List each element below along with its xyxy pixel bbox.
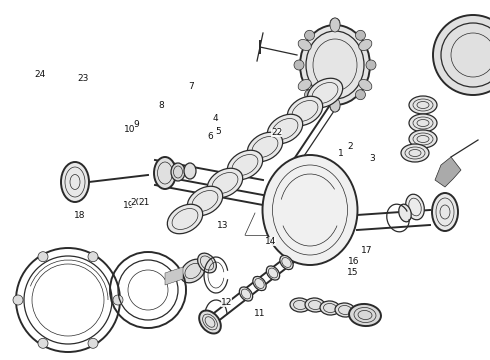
- Ellipse shape: [298, 80, 311, 91]
- Ellipse shape: [409, 130, 437, 148]
- Ellipse shape: [290, 298, 310, 312]
- Circle shape: [305, 30, 315, 40]
- Ellipse shape: [320, 301, 340, 315]
- Ellipse shape: [267, 266, 280, 280]
- Ellipse shape: [349, 304, 381, 326]
- Text: 18: 18: [74, 211, 85, 220]
- Ellipse shape: [305, 298, 325, 312]
- Ellipse shape: [227, 150, 263, 180]
- Ellipse shape: [307, 78, 343, 108]
- Text: 16: 16: [348, 256, 360, 266]
- Ellipse shape: [268, 114, 303, 144]
- Text: 20: 20: [130, 198, 142, 207]
- Text: 2: 2: [347, 142, 353, 151]
- Text: 14: 14: [265, 237, 276, 246]
- Ellipse shape: [401, 144, 429, 162]
- Circle shape: [38, 252, 48, 262]
- Ellipse shape: [199, 310, 221, 333]
- Circle shape: [88, 252, 98, 262]
- Ellipse shape: [61, 162, 89, 202]
- Ellipse shape: [330, 18, 340, 32]
- Ellipse shape: [409, 114, 437, 132]
- Circle shape: [294, 60, 304, 70]
- Ellipse shape: [287, 96, 323, 126]
- Ellipse shape: [406, 194, 424, 220]
- Ellipse shape: [253, 276, 266, 291]
- Circle shape: [433, 15, 490, 95]
- Text: 21: 21: [138, 198, 150, 207]
- Ellipse shape: [263, 155, 358, 265]
- Ellipse shape: [399, 204, 411, 222]
- Ellipse shape: [409, 96, 437, 114]
- Ellipse shape: [359, 80, 372, 91]
- Text: 12: 12: [220, 298, 232, 307]
- Ellipse shape: [247, 132, 283, 162]
- Text: 7: 7: [188, 82, 194, 91]
- Text: 4: 4: [213, 114, 219, 123]
- Text: 3: 3: [369, 154, 375, 163]
- Text: 15: 15: [347, 269, 359, 277]
- Circle shape: [366, 60, 376, 70]
- Circle shape: [330, 18, 340, 28]
- Text: 1: 1: [338, 148, 343, 158]
- Text: 24: 24: [35, 71, 46, 79]
- Circle shape: [113, 295, 123, 305]
- Text: 9: 9: [133, 120, 139, 129]
- Text: 19: 19: [122, 201, 134, 210]
- Ellipse shape: [300, 25, 370, 105]
- Text: 11: 11: [254, 309, 266, 318]
- Text: 23: 23: [77, 74, 89, 83]
- Ellipse shape: [154, 157, 176, 189]
- Text: 22: 22: [271, 128, 282, 137]
- Text: 10: 10: [123, 125, 135, 134]
- Circle shape: [13, 295, 23, 305]
- Ellipse shape: [239, 287, 253, 301]
- Circle shape: [355, 30, 366, 40]
- Text: 5: 5: [215, 127, 221, 136]
- Text: 8: 8: [159, 100, 165, 109]
- Ellipse shape: [197, 253, 217, 273]
- Ellipse shape: [335, 303, 355, 317]
- Circle shape: [38, 338, 48, 348]
- Circle shape: [88, 338, 98, 348]
- Polygon shape: [165, 267, 183, 285]
- Ellipse shape: [171, 163, 185, 181]
- Circle shape: [305, 90, 315, 100]
- Ellipse shape: [167, 204, 203, 234]
- Ellipse shape: [298, 40, 311, 50]
- Polygon shape: [435, 157, 461, 187]
- Circle shape: [330, 102, 340, 112]
- Ellipse shape: [359, 40, 372, 50]
- Text: 6: 6: [208, 132, 214, 140]
- Circle shape: [355, 90, 366, 100]
- Ellipse shape: [187, 186, 222, 216]
- Ellipse shape: [184, 163, 196, 179]
- Ellipse shape: [180, 259, 205, 283]
- Ellipse shape: [330, 98, 340, 112]
- Text: 13: 13: [217, 220, 229, 230]
- Ellipse shape: [432, 193, 458, 231]
- Ellipse shape: [207, 168, 243, 198]
- Text: 17: 17: [361, 246, 372, 255]
- Ellipse shape: [280, 256, 293, 270]
